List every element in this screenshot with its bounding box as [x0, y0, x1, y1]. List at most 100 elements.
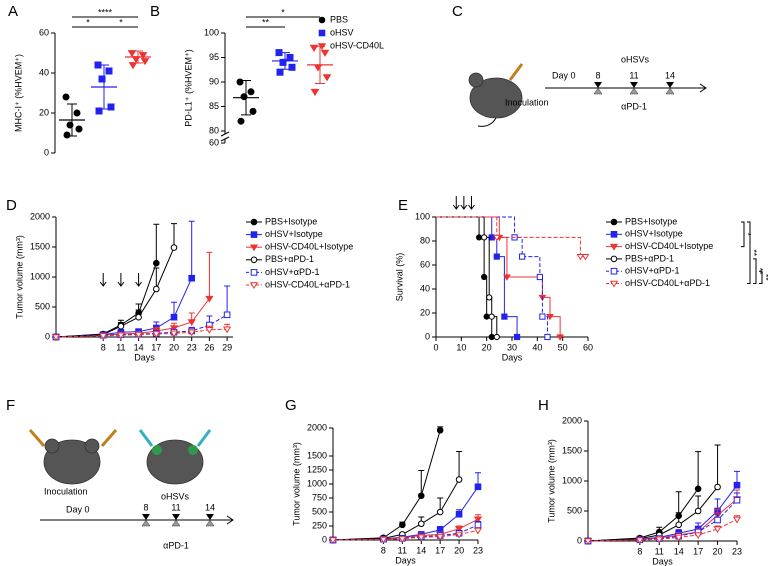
syringe: [508, 63, 524, 81]
tumor: [188, 445, 198, 455]
x-tick-label: 60: [583, 342, 593, 352]
legend-label: PBS+αPD-1: [265, 254, 314, 264]
mouse-ear: [468, 72, 484, 88]
marker: [474, 521, 482, 529]
error-bar: [224, 285, 231, 315]
legend-label: oHSV+αPD-1: [265, 267, 319, 277]
marker: [610, 218, 618, 226]
significance-bracket: [759, 270, 763, 284]
error-bar: [418, 470, 425, 496]
marker: [436, 533, 445, 541]
significance-label: *: [86, 17, 90, 27]
marker: [519, 253, 526, 260]
legend-label: PBS+αPD-1: [625, 253, 674, 263]
y-tick-label: 500: [312, 506, 327, 516]
treatment-label: αPD-1: [621, 101, 647, 111]
panel-letter: C: [452, 3, 463, 20]
y-tick-label: 2000: [307, 422, 327, 432]
panel-letter: G: [285, 397, 297, 414]
y-axis-label: Tumor volume (mm³): [546, 439, 556, 523]
marker: [170, 313, 178, 321]
panel-letter: D: [6, 197, 17, 214]
marker: [492, 234, 501, 242]
marker: [454, 531, 464, 539]
x-tick-label: 20: [169, 342, 179, 352]
x-tick-label: 8: [637, 546, 642, 556]
x-tick-label: 10: [456, 342, 466, 352]
marker: [546, 314, 554, 321]
y-tick-label: 500: [35, 301, 50, 311]
legend-label: oHSV: [330, 27, 354, 37]
x-tick-label: 23: [473, 545, 483, 555]
marker: [75, 125, 83, 133]
marker: [222, 326, 232, 334]
day-label: 8: [143, 502, 148, 512]
day0-label: Day 0: [552, 70, 576, 80]
marker: [493, 253, 500, 260]
marker: [475, 234, 483, 241]
marker: [436, 508, 444, 516]
legend-label: oHSV-CD40L+αPD-1: [625, 278, 710, 288]
inoculation-label: Inoculation: [44, 486, 88, 496]
arrow: [99, 273, 107, 287]
y-tick-label: 100: [204, 27, 219, 37]
scheme-label: oHSVs: [161, 491, 190, 501]
marker: [310, 88, 320, 97]
marker: [169, 325, 179, 333]
marker: [188, 274, 195, 282]
y-axis-label: Survival (%): [394, 253, 404, 302]
y-tick-label: 85: [209, 101, 219, 111]
significance-label: **: [262, 17, 270, 27]
error-bar: [456, 451, 463, 480]
marker: [610, 267, 618, 275]
y-tick-label: 40: [420, 283, 430, 293]
x-tick-label: 11: [655, 546, 664, 556]
marker: [488, 313, 495, 320]
y-axis-label: Tumor volume (mm³): [14, 235, 24, 319]
error-bar: [695, 451, 702, 489]
marker: [140, 58, 150, 66]
marker: [320, 49, 330, 57]
y-tick-label: 0: [45, 331, 50, 341]
treatment-label: αPD-1: [163, 540, 189, 550]
y-tick-label: 0: [322, 534, 327, 544]
marker: [63, 131, 71, 139]
marker: [610, 255, 618, 263]
marker: [714, 483, 721, 491]
x-tick-label: 14: [416, 545, 426, 555]
marker: [51, 334, 61, 342]
survival-curve: [436, 216, 586, 258]
marker: [317, 43, 327, 51]
marker: [279, 58, 287, 66]
significance-label: **: [749, 249, 759, 256]
significance-label: ****: [98, 7, 113, 17]
error-bar: [99, 64, 109, 110]
marker: [247, 88, 255, 96]
series-line: [55, 298, 210, 338]
marker: [488, 333, 495, 341]
y-tick-label: 1500: [30, 241, 50, 251]
marker: [536, 273, 543, 281]
error-bar: [241, 80, 251, 116]
y-axis-label: MHC-I⁺ (%HVEM⁺): [13, 54, 23, 132]
y-tick-label: 0: [577, 535, 582, 545]
error-bar: [280, 52, 290, 70]
marker: [733, 496, 741, 504]
y-tick-label: 80: [209, 125, 219, 135]
y-tick-label: 20: [420, 307, 430, 317]
legend-label: PBS+Isotype: [625, 216, 677, 226]
marker: [583, 538, 593, 546]
x-tick-label: 0: [433, 342, 438, 352]
marker: [694, 532, 703, 540]
x-axis-label: Days: [134, 352, 155, 362]
error-bar: [153, 223, 160, 264]
day-label: 11: [629, 70, 638, 80]
legend-label: oHSV+αPD-1: [625, 266, 679, 276]
day-label: 11: [171, 502, 180, 512]
legend-label: oHSV-CD40L+αPD-1: [265, 279, 350, 289]
series-line: [587, 486, 718, 542]
y-tick-label: 750: [312, 492, 327, 502]
marker: [539, 313, 546, 320]
marker: [399, 521, 406, 529]
